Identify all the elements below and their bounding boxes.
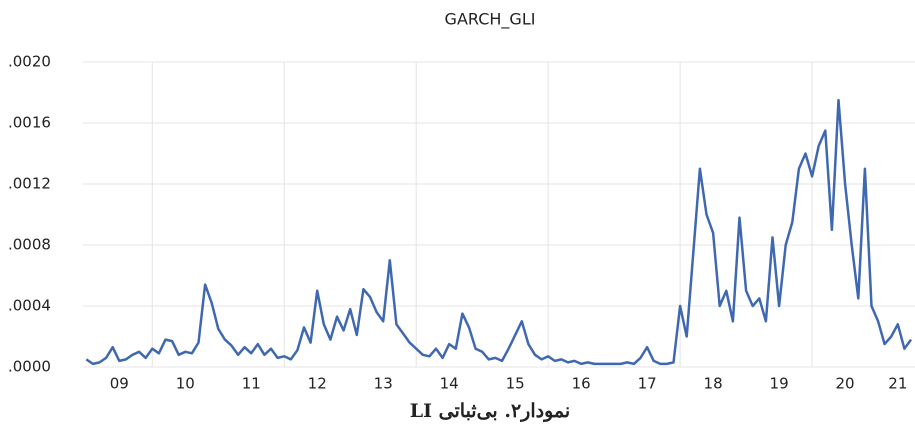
- x-tick-label: 12: [308, 375, 327, 393]
- x-tick-label: 18: [704, 375, 723, 393]
- x-tick-label: 21: [888, 375, 907, 393]
- x-tick-label: 10: [176, 375, 195, 393]
- y-tick-label: .0000: [8, 358, 51, 376]
- y-tick-label: .0016: [8, 114, 51, 132]
- x-tick-label: 14: [440, 375, 459, 393]
- y-tick-label: .0012: [8, 175, 51, 193]
- x-tick-label: 20: [836, 375, 855, 393]
- x-tick-label: 13: [374, 375, 393, 393]
- chart-caption: نمودار۲. بی‌ثباتی LI: [410, 400, 570, 422]
- x-tick-label: 17: [638, 375, 657, 393]
- x-tick-label: 16: [572, 375, 591, 393]
- y-tick-label: .0004: [8, 297, 51, 315]
- chart-title: GARCH_GLI: [445, 10, 536, 30]
- x-tick-label: 15: [506, 375, 525, 393]
- series-line: [85, 98, 913, 366]
- x-tick-label: 09: [110, 375, 129, 393]
- y-tick-label: .0008: [8, 236, 51, 254]
- x-tick-label: 11: [242, 375, 261, 393]
- y-tick-label: .0020: [8, 53, 51, 71]
- x-tick-label: 19: [770, 375, 789, 393]
